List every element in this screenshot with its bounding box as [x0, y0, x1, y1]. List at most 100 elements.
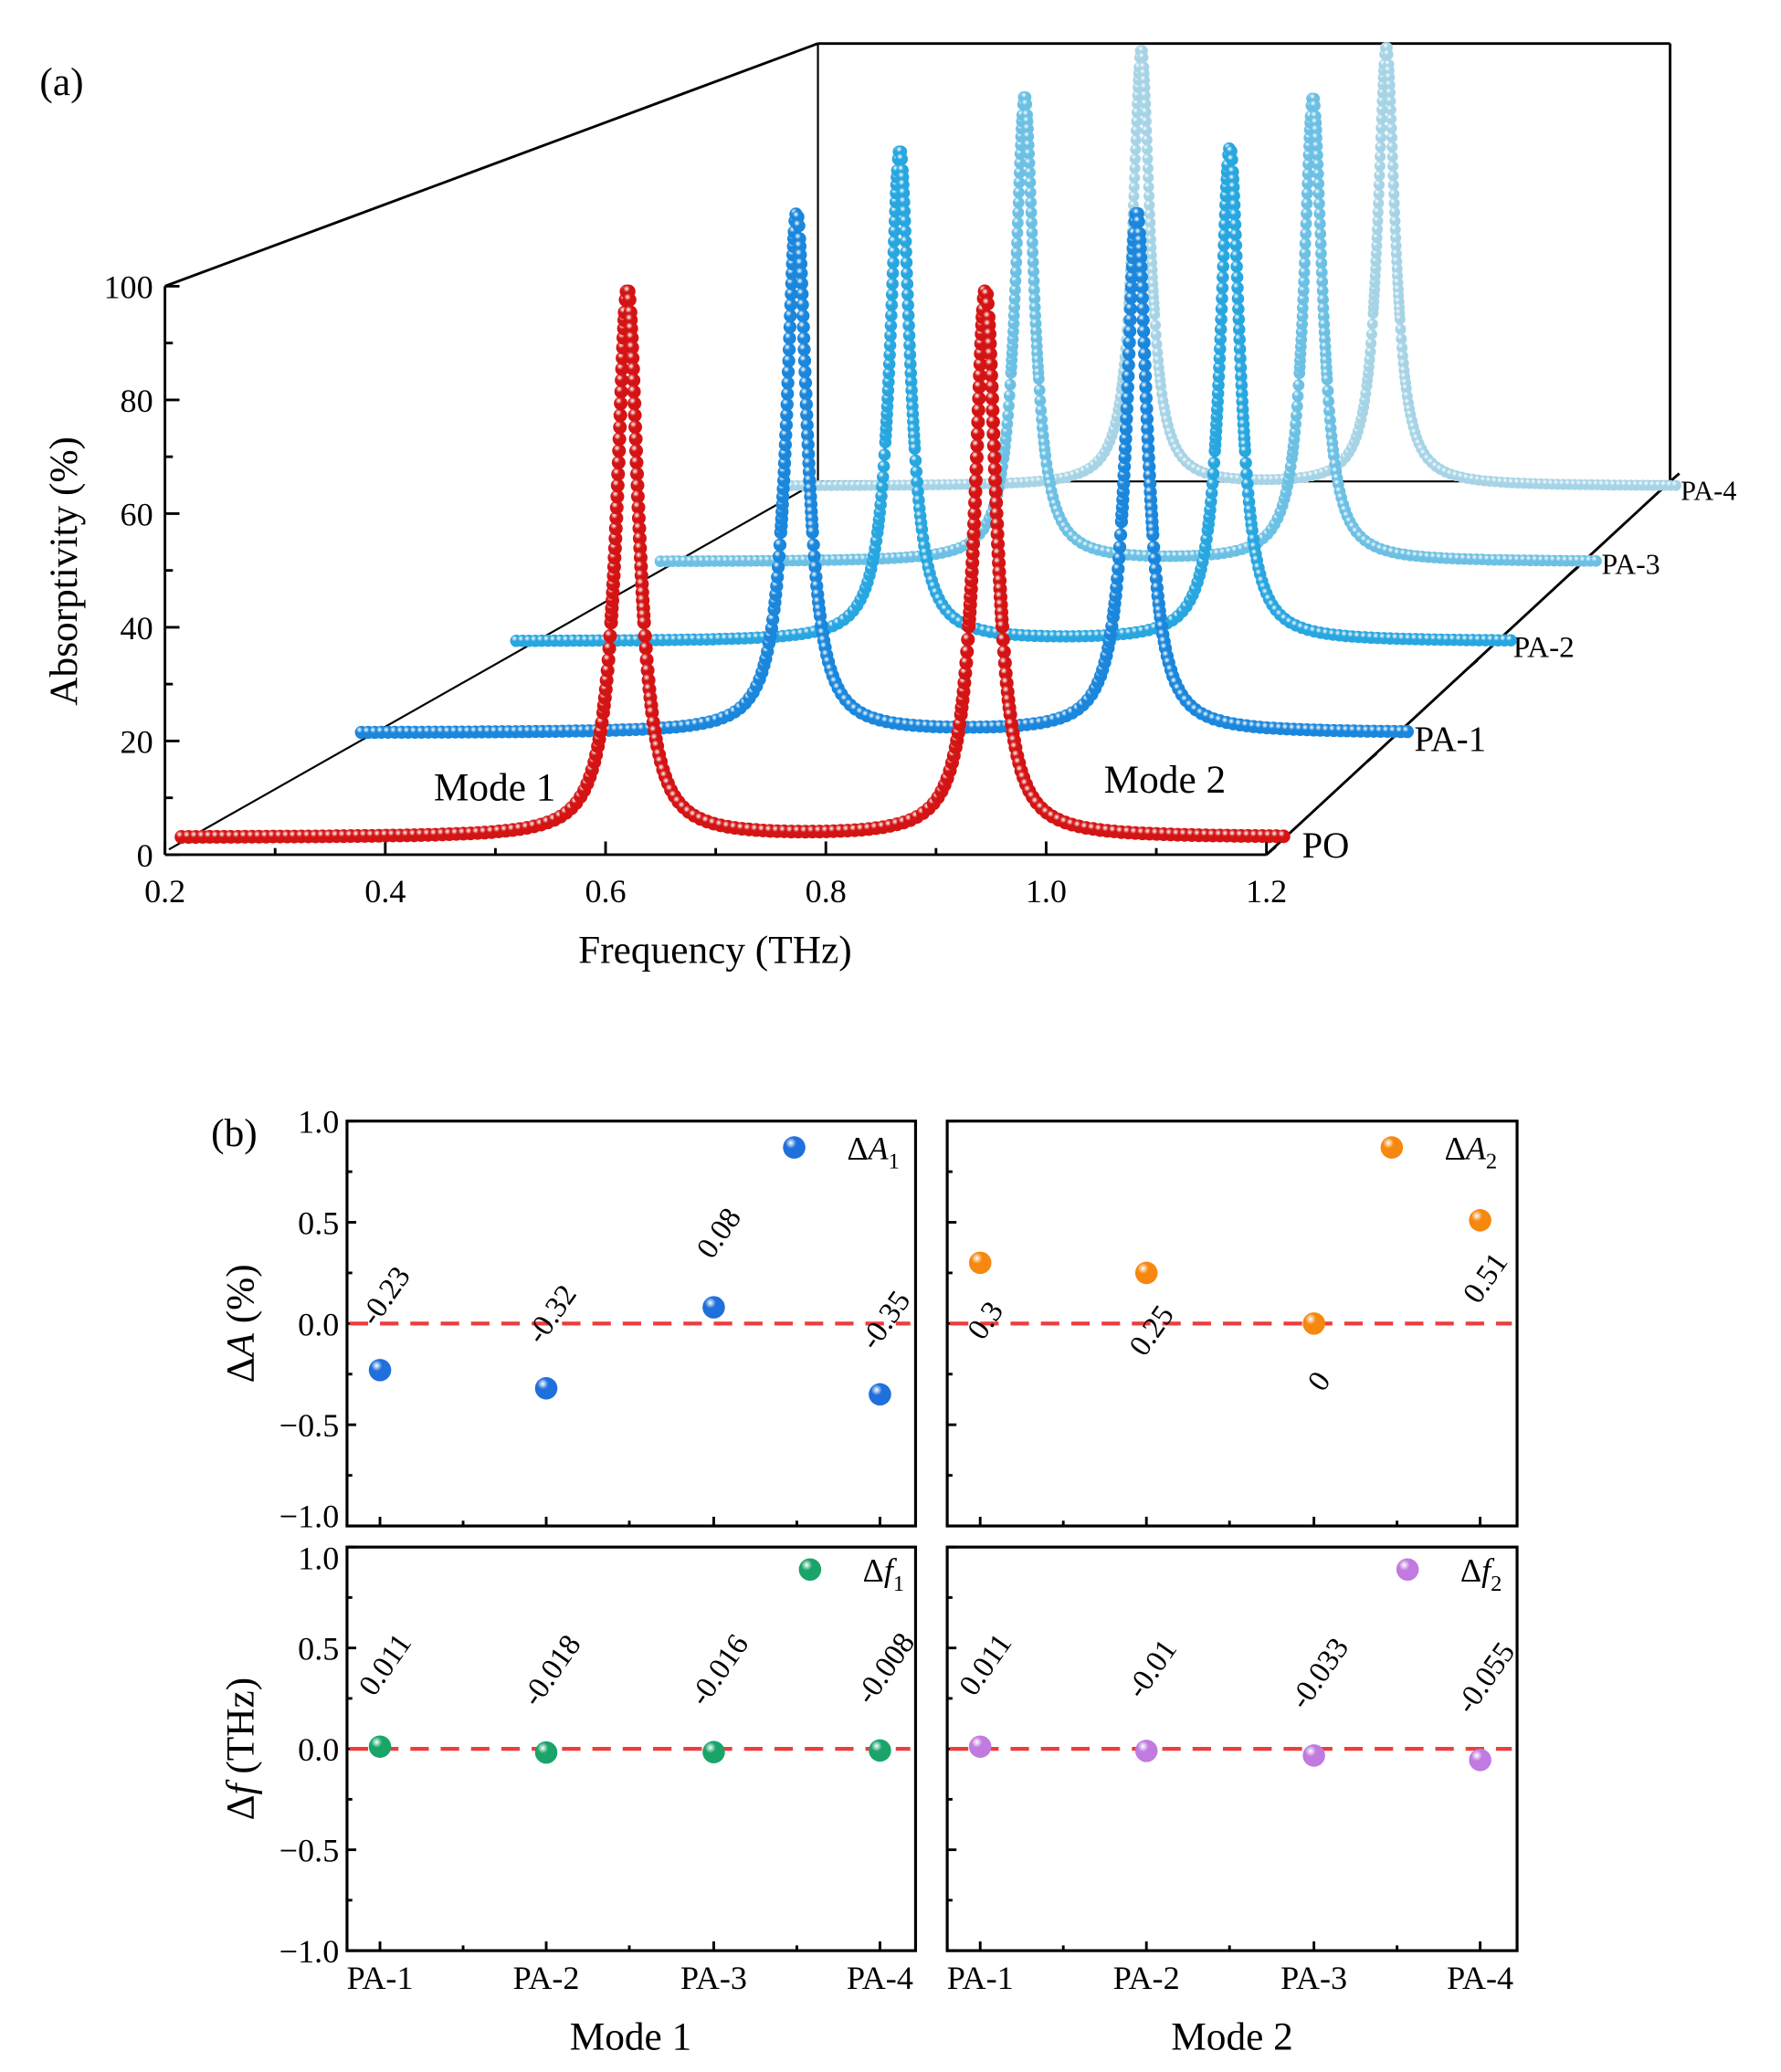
data-point — [1121, 391, 1134, 405]
depth-tick-label-pa-1: PA-1 — [1414, 720, 1486, 759]
data-point — [1134, 1261, 1158, 1285]
data-point — [887, 246, 901, 258]
data-point — [1395, 323, 1407, 335]
legend-label: Δf2 — [1460, 1552, 1502, 1596]
data-point — [1229, 238, 1243, 252]
data-point — [1011, 216, 1024, 229]
data-point — [1315, 247, 1327, 259]
data-point — [781, 365, 796, 379]
data-point — [989, 496, 1004, 510]
legend-label: Δf1 — [863, 1552, 905, 1596]
data-point — [1394, 313, 1406, 325]
y-title-prefix: Δ — [218, 1795, 262, 1821]
data-point — [884, 319, 898, 332]
data-point — [607, 541, 622, 555]
data-point — [1312, 158, 1324, 171]
data-point — [784, 298, 797, 312]
data-point — [1020, 98, 1033, 110]
data-point — [781, 376, 795, 390]
data-point — [1121, 380, 1134, 394]
data-point — [615, 373, 629, 387]
data-point — [988, 485, 1003, 500]
data-point — [1387, 160, 1399, 172]
data-point — [1014, 148, 1027, 160]
x-tick-label: 0.4 — [364, 873, 406, 910]
data-point — [1150, 329, 1162, 341]
data-point — [1146, 528, 1160, 542]
data-point — [631, 510, 646, 525]
data-point — [967, 517, 982, 531]
legend-prefix: Δ — [863, 1552, 884, 1589]
data-label: 0.25 — [1122, 1299, 1181, 1362]
top-left-wall-edge — [164, 42, 819, 288]
data-point — [983, 336, 997, 351]
mode-2-annotation: Mode 2 — [1104, 758, 1227, 802]
data-point — [798, 376, 813, 390]
data-point — [1234, 361, 1248, 374]
legend-subscript: 1 — [893, 1572, 904, 1596]
data-point — [1140, 98, 1152, 110]
panel-b-deviation-scatter-charts: (b) 1.0 0.5 0.0 −0.5 −1.0 -0.23 -0.32 0.08 -0.35… — [211, 1104, 1522, 2059]
data-point — [1239, 457, 1252, 469]
data-point — [614, 396, 628, 411]
data-point — [985, 403, 1000, 417]
data-point — [958, 666, 973, 680]
data-point — [1011, 226, 1024, 239]
data-point — [1025, 196, 1038, 209]
data-point — [1003, 400, 1015, 412]
data-point — [989, 506, 1004, 521]
data-label: -0.018 — [515, 1629, 588, 1712]
data-point — [1028, 284, 1040, 296]
data-point — [875, 489, 888, 503]
data-point — [1291, 400, 1303, 413]
data-point — [1118, 441, 1133, 456]
data-point — [1234, 352, 1247, 365]
data-point — [908, 442, 922, 455]
data-point — [885, 288, 899, 301]
data-point — [882, 375, 895, 389]
data-point — [1205, 487, 1218, 500]
data-point — [799, 387, 813, 401]
data-point — [899, 225, 912, 237]
panel-a-label: (a) — [39, 60, 83, 104]
data-point — [887, 256, 900, 269]
data-point — [980, 297, 995, 311]
subplot-a2: 0.3 0.25 0 0.51 ΔA2 — [945, 1120, 1519, 1528]
data-point — [1217, 260, 1230, 273]
data-point — [627, 396, 642, 411]
legend-variable: A — [867, 1131, 890, 1167]
y-tick-label: 0.0 — [298, 1731, 339, 1768]
data-point — [1375, 151, 1386, 163]
data-point — [903, 339, 916, 352]
data-point — [901, 278, 914, 290]
data-point — [801, 437, 815, 452]
data-point — [630, 467, 645, 481]
data-point — [1373, 179, 1385, 191]
y-tick-label: 80 — [121, 383, 153, 419]
data-point — [960, 645, 975, 659]
data-point — [609, 510, 624, 525]
data-point — [988, 473, 1003, 488]
data-point — [1008, 301, 1021, 313]
data-point — [796, 331, 811, 345]
data-point — [639, 652, 654, 667]
data-point — [629, 444, 644, 458]
data-point — [771, 570, 785, 584]
data-point — [609, 500, 624, 515]
data-point — [1388, 197, 1400, 209]
data-point — [1311, 131, 1323, 144]
data-point — [990, 527, 1005, 542]
data-point — [1139, 81, 1151, 93]
data-point — [1235, 370, 1248, 384]
data-point — [996, 645, 1011, 659]
data-point — [1135, 280, 1149, 294]
data-point — [973, 368, 987, 383]
data-point — [792, 219, 806, 233]
x-tick-label: 1.2 — [1246, 873, 1287, 910]
data-point — [1375, 142, 1386, 153]
legend-prefix: Δ — [1445, 1131, 1466, 1167]
data-point — [625, 331, 639, 345]
data-point — [806, 525, 819, 540]
data-point — [1124, 291, 1138, 305]
mode-1-x-title: Mode 1 — [570, 2014, 692, 2058]
